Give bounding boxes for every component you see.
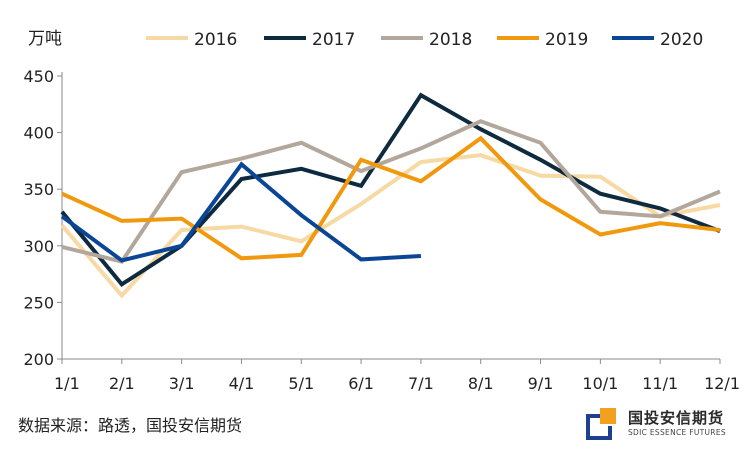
brand-logo-block: 国投安信期货 SDIC ESSENCE FUTURES	[582, 404, 747, 444]
y-tick-label: 400	[23, 124, 54, 143]
x-tick-label: 2/1	[109, 374, 135, 393]
y-tick-label: 300	[23, 237, 54, 256]
series-line-2017	[60, 92, 721, 287]
x-tick-label: 8/1	[468, 374, 494, 393]
series-line-2018	[61, 119, 721, 264]
source-note: 数据来源：路透，国投安信期货	[18, 416, 243, 435]
y-tick-label: 250	[23, 293, 54, 312]
x-tick-label: 12/1	[704, 374, 740, 393]
x-axis: 1/1 2/1 3/1 4/1 5/1 6/1 7/1 8/1 9/1 10/1 11/1 12/1	[54, 358, 740, 393]
brand-subtitle: SDIC ESSENCE FUTURES	[628, 428, 726, 437]
legend-label: 2016	[194, 30, 237, 50]
legend-item-2016: 2016	[146, 30, 237, 50]
legend-label: 2017	[312, 30, 355, 50]
x-tick-label: 5/1	[288, 374, 314, 393]
y-tick-label: 450	[23, 67, 54, 86]
x-tick-label: 9/1	[528, 374, 554, 393]
x-tick-label: 10/1	[582, 374, 618, 393]
legend-item-2020: 2020	[612, 30, 703, 50]
legend-item-2017: 2017	[264, 30, 355, 50]
x-tick-label: 1/1	[54, 374, 80, 393]
legend-item-2018: 2018	[381, 30, 472, 50]
series-line-2016	[60, 153, 721, 299]
series-line-2020	[60, 161, 422, 263]
x-tick-label: 6/1	[348, 374, 374, 393]
x-tick-label: 11/1	[642, 374, 678, 393]
y-tick-label: 200	[23, 350, 54, 369]
x-tick-label: 7/1	[408, 374, 434, 393]
x-tick-label: 3/1	[169, 374, 195, 393]
y-axis: 200 250 300 350 400 450	[23, 67, 63, 369]
brand-logo-icon	[586, 408, 616, 440]
legend-item-2019: 2019	[497, 30, 588, 50]
series-line-2019	[61, 135, 721, 261]
brand-name: 国投安信期货	[628, 409, 725, 427]
legend-label: 2019	[545, 30, 588, 50]
series-lines	[60, 92, 721, 299]
y-tick-label: 350	[23, 180, 54, 199]
x-tick-label: 4/1	[229, 374, 255, 393]
legend: 2016 2017 2018 2019 2020	[146, 30, 703, 50]
legend-label: 2018	[429, 30, 472, 50]
legend-label: 2020	[660, 30, 703, 50]
y-axis-unit-label: 万吨	[28, 29, 62, 49]
